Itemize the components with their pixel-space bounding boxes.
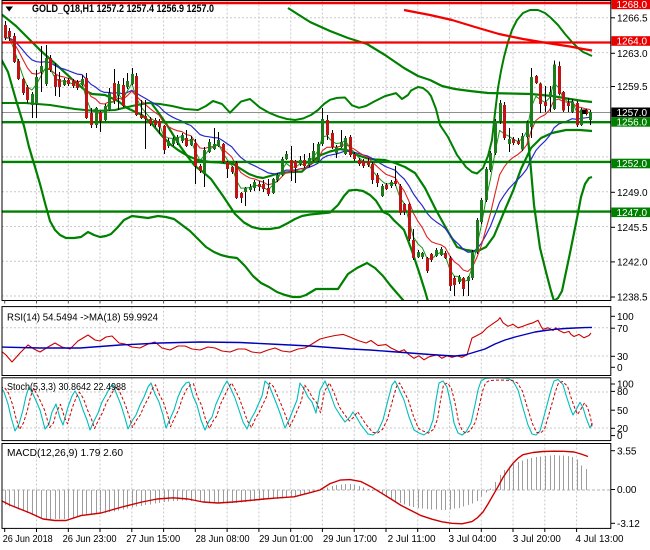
svg-text:3.55: 3.55 xyxy=(617,446,637,457)
svg-text:-3.12: -3.12 xyxy=(617,519,640,530)
svg-text:29 Jun 17:00: 29 Jun 17:00 xyxy=(323,534,377,545)
svg-text:20: 20 xyxy=(617,424,629,435)
svg-text:4 Jul 13:00: 4 Jul 13:00 xyxy=(576,534,624,545)
svg-text:26 Jun 2018: 26 Jun 2018 xyxy=(3,534,53,545)
svg-text:3 Jul 20:00: 3 Jul 20:00 xyxy=(513,534,561,545)
svg-text:1242.0: 1242.0 xyxy=(617,258,648,269)
svg-text:1247.0: 1247.0 xyxy=(617,208,648,219)
svg-text:50: 50 xyxy=(617,406,629,417)
svg-text:1259.5: 1259.5 xyxy=(617,82,648,93)
svg-text:1263.0: 1263.0 xyxy=(617,49,648,60)
svg-text:100: 100 xyxy=(617,380,634,391)
svg-text:0: 0 xyxy=(617,431,623,442)
svg-text:70: 70 xyxy=(617,324,629,335)
svg-text:RSI(14) 54.5494 ->MA(18) 59.9: RSI(14) 54.5494 ->MA(18) 59.9924 xyxy=(7,312,158,324)
svg-text:30: 30 xyxy=(617,352,629,363)
svg-text:MACD(12,26,9) 1.79 2.60: MACD(12,26,9) 1.79 2.60 xyxy=(7,447,123,459)
svg-text:1245.5: 1245.5 xyxy=(617,223,648,234)
svg-text:1268.0: 1268.0 xyxy=(617,0,648,11)
svg-text:0: 0 xyxy=(617,363,623,374)
svg-text:29 Jun 01:00: 29 Jun 01:00 xyxy=(259,534,313,545)
svg-text:1257.0: 1257.0 xyxy=(617,108,648,119)
svg-text:3 Jul 04:00: 3 Jul 04:00 xyxy=(449,534,497,545)
svg-text:Stoch(5,3,3) 30.8642 22.4988: Stoch(5,3,3) 30.8642 22.4988 xyxy=(7,381,126,393)
svg-text:1266.5: 1266.5 xyxy=(617,13,648,24)
svg-text:1256.0: 1256.0 xyxy=(617,118,648,129)
svg-text:2 Jul 11:00: 2 Jul 11:00 xyxy=(388,534,436,545)
svg-text:28 Jun 08:00: 28 Jun 08:00 xyxy=(196,534,250,545)
svg-text:GOLD_Q18,H1 1257.2 1257.4 125: GOLD_Q18,H1 1257.2 1257.4 1256.9 1257.0 xyxy=(32,3,214,15)
svg-text:0.00: 0.00 xyxy=(617,485,637,496)
svg-text:100: 100 xyxy=(617,312,634,323)
svg-text:80: 80 xyxy=(617,387,629,398)
svg-text:1238.5: 1238.5 xyxy=(617,293,648,304)
svg-text:1249.0: 1249.0 xyxy=(617,188,648,199)
svg-text:26 Jun 23:00: 26 Jun 23:00 xyxy=(63,534,117,545)
svg-text:1264.0: 1264.0 xyxy=(617,37,648,48)
svg-text:27 Jun 15:00: 27 Jun 15:00 xyxy=(126,534,180,545)
svg-text:1252.0: 1252.0 xyxy=(617,159,648,170)
